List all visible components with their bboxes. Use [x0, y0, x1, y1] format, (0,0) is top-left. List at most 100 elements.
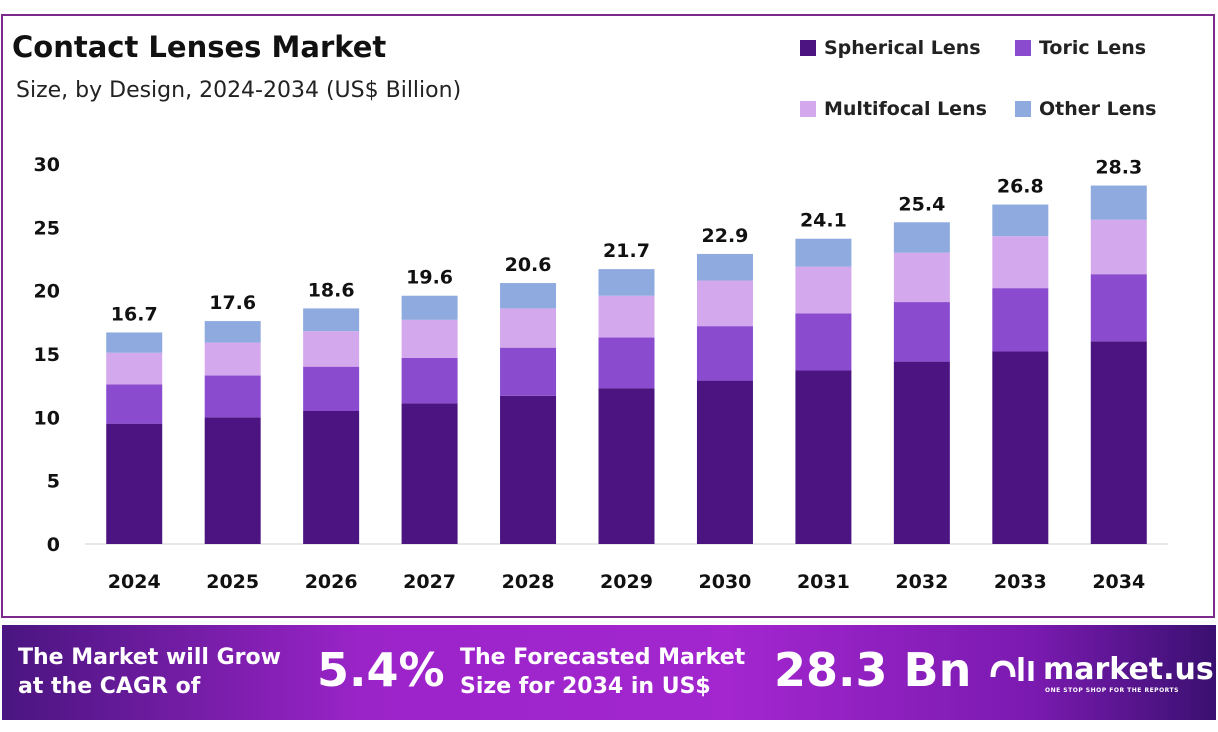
- total-data-label: 17.6: [209, 292, 256, 314]
- legend-swatch: [800, 101, 816, 117]
- chart-title: Contact Lenses Market: [12, 30, 387, 64]
- bar-segment-spherical-lens: [696, 380, 753, 544]
- y-tick-label: 0: [47, 534, 60, 556]
- legend-swatch: [800, 40, 816, 56]
- bar-segment-toric-lens: [106, 384, 163, 424]
- x-tick-label: 2034: [1092, 571, 1145, 593]
- x-tick-label: 2033: [994, 571, 1047, 593]
- bar-segment-spherical-lens: [106, 423, 163, 544]
- bar-segment-other-lens: [303, 308, 360, 332]
- x-tick-label: 2025: [206, 571, 259, 593]
- y-tick-label: 15: [34, 344, 60, 366]
- legend-swatch: [1015, 40, 1031, 56]
- x-tick-label: 2030: [699, 571, 752, 593]
- bar-segment-spherical-lens: [992, 351, 1049, 544]
- y-tick-label: 20: [34, 281, 60, 303]
- bar-segment-toric-lens: [795, 313, 852, 371]
- bar-segment-multifocal-lens: [106, 352, 163, 385]
- legend-item-multifocal: Multifocal Lens: [800, 98, 987, 120]
- total-data-label: 16.7: [111, 303, 158, 325]
- bar-segment-other-lens: [401, 295, 458, 320]
- x-tick-label: 2028: [502, 571, 555, 593]
- bar-segment-other-lens: [598, 269, 655, 296]
- legend-swatch: [1015, 101, 1031, 117]
- cagr-value: 5.4%: [317, 643, 445, 697]
- bar-segment-other-lens: [204, 321, 261, 343]
- y-tick-label: 30: [34, 154, 60, 176]
- forecast-value: 28.3 Bn: [774, 643, 972, 697]
- bar-segment-toric-lens: [598, 337, 655, 389]
- total-data-label: 28.3: [1095, 157, 1142, 179]
- bar-segment-other-lens: [696, 253, 753, 281]
- bar-segment-spherical-lens: [893, 361, 950, 544]
- bar-segment-toric-lens: [204, 375, 261, 418]
- cagr-text-line1: The Market will Grow: [18, 645, 281, 670]
- total-data-label: 21.7: [603, 240, 650, 262]
- bar-segment-toric-lens: [893, 302, 950, 362]
- legend-label: Toric Lens: [1039, 37, 1147, 59]
- logo-tagline: ONE STOP SHOP FOR THE REPORTS: [1045, 687, 1179, 694]
- legend-label: Multifocal Lens: [824, 98, 987, 120]
- bar-segment-multifocal-lens: [500, 308, 557, 348]
- bar-segment-multifocal-lens: [1090, 219, 1147, 275]
- y-tick-label: 5: [47, 471, 60, 493]
- bar-segment-toric-lens: [500, 347, 557, 396]
- legend-label: Other Lens: [1039, 98, 1157, 120]
- x-tick-label: 2029: [600, 571, 653, 593]
- bar-segment-multifocal-lens: [992, 236, 1049, 289]
- bar-segment-other-lens: [795, 238, 852, 267]
- bar-segment-toric-lens: [1090, 274, 1147, 342]
- bar-segment-multifocal-lens: [696, 280, 753, 327]
- forecast-text-line2: Size for 2034 in US$: [460, 674, 711, 699]
- bar-segment-multifocal-lens: [598, 295, 655, 338]
- bar-segment-spherical-lens: [1090, 341, 1147, 544]
- x-tick-label: 2026: [305, 571, 358, 593]
- chart-subtitle: Size, by Design, 2024-2034 (US$ Billion): [16, 78, 462, 103]
- y-tick-label: 10: [34, 407, 60, 429]
- x-tick-label: 2027: [403, 571, 456, 593]
- bar-segment-multifocal-lens: [401, 319, 458, 358]
- total-data-label: 24.1: [800, 210, 847, 232]
- bar-segment-multifocal-lens: [204, 342, 261, 376]
- logo-text: market.us: [1043, 651, 1214, 687]
- bar-segment-spherical-lens: [204, 417, 261, 544]
- total-data-label: 18.6: [308, 279, 355, 301]
- marketus-logo: market.us ONE STOP SHOP FOR THE REPORTS: [987, 647, 1214, 694]
- legend-item-other: Other Lens: [1015, 98, 1156, 120]
- total-data-label: 20.6: [505, 254, 552, 276]
- cagr-text-line2: at the CAGR of: [18, 674, 201, 699]
- total-data-label: 25.4: [898, 193, 945, 215]
- legend-label: Spherical Lens: [824, 37, 981, 59]
- total-data-label: 26.8: [997, 176, 1044, 198]
- logo-mark-icon: [990, 657, 1034, 681]
- chart-frame: [1, 14, 1215, 618]
- bar-segment-other-lens: [893, 222, 950, 253]
- x-tick-label: 2024: [108, 571, 161, 593]
- bar-segment-multifocal-lens: [795, 266, 852, 314]
- bar-segment-other-lens: [1090, 185, 1147, 220]
- bar-segment-spherical-lens: [598, 388, 655, 544]
- bar-segment-toric-lens: [696, 326, 753, 381]
- bar-segment-toric-lens: [401, 357, 458, 404]
- summary-banner: The Market will Grow at the CAGR of 5.4%…: [2, 625, 1216, 720]
- bar-segment-multifocal-lens: [893, 252, 950, 303]
- bar-segment-multifocal-lens: [303, 331, 360, 367]
- legend-item-toric: Toric Lens: [1015, 37, 1146, 59]
- bar-segment-spherical-lens: [500, 395, 557, 544]
- y-tick-label: 25: [34, 217, 60, 239]
- forecast-text-line1: The Forecasted Market: [460, 645, 746, 670]
- bar-segment-other-lens: [992, 204, 1049, 237]
- x-tick-label: 2031: [797, 571, 850, 593]
- bar-segment-toric-lens: [992, 288, 1049, 352]
- x-tick-label: 2032: [895, 571, 948, 593]
- bar-segment-spherical-lens: [303, 411, 360, 544]
- bar-segment-toric-lens: [303, 366, 360, 411]
- bar-segment-spherical-lens: [401, 403, 458, 544]
- bar-segment-other-lens: [500, 283, 557, 309]
- bar-segment-other-lens: [106, 332, 163, 353]
- bar-segment-spherical-lens: [795, 370, 852, 544]
- stacked-bar-chart: 05101520253016.7202417.6202518.6202619.6…: [34, 154, 1168, 593]
- total-data-label: 19.6: [406, 267, 453, 289]
- total-data-label: 22.9: [702, 225, 749, 247]
